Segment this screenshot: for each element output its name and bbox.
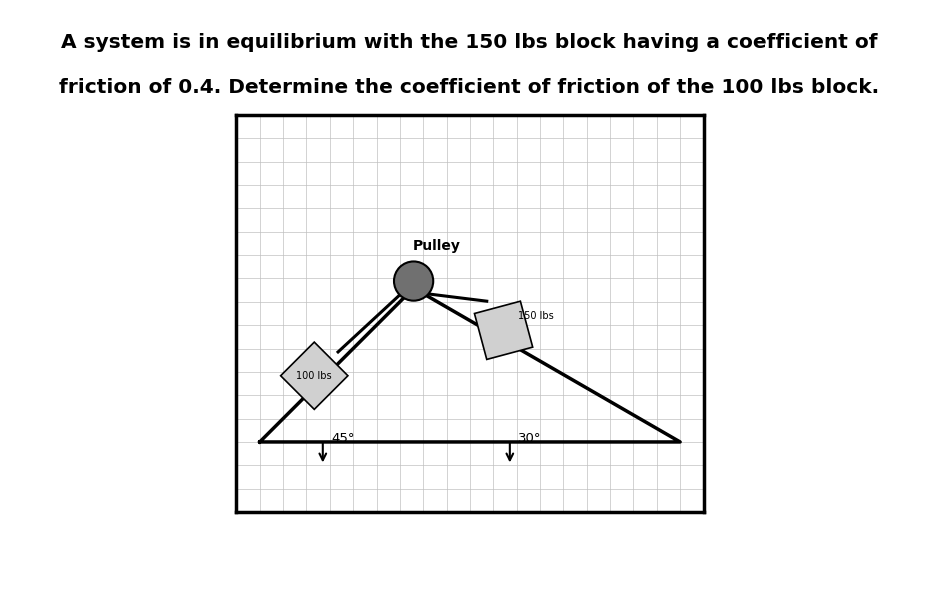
- Circle shape: [394, 262, 433, 301]
- Text: Pulley: Pulley: [413, 239, 461, 253]
- Text: A system is in equilibrium with the 150 lbs block having a coefficient of: A system is in equilibrium with the 150 …: [61, 33, 877, 52]
- Text: 30°: 30°: [518, 432, 542, 445]
- Text: 100 lbs: 100 lbs: [296, 371, 332, 381]
- Polygon shape: [475, 301, 533, 359]
- Text: 45°: 45°: [331, 432, 355, 445]
- Text: friction of 0.4. Determine the coefficient of friction of the 100 lbs block.: friction of 0.4. Determine the coefficie…: [59, 78, 879, 97]
- Polygon shape: [280, 342, 348, 409]
- Text: 150 lbs: 150 lbs: [519, 311, 554, 321]
